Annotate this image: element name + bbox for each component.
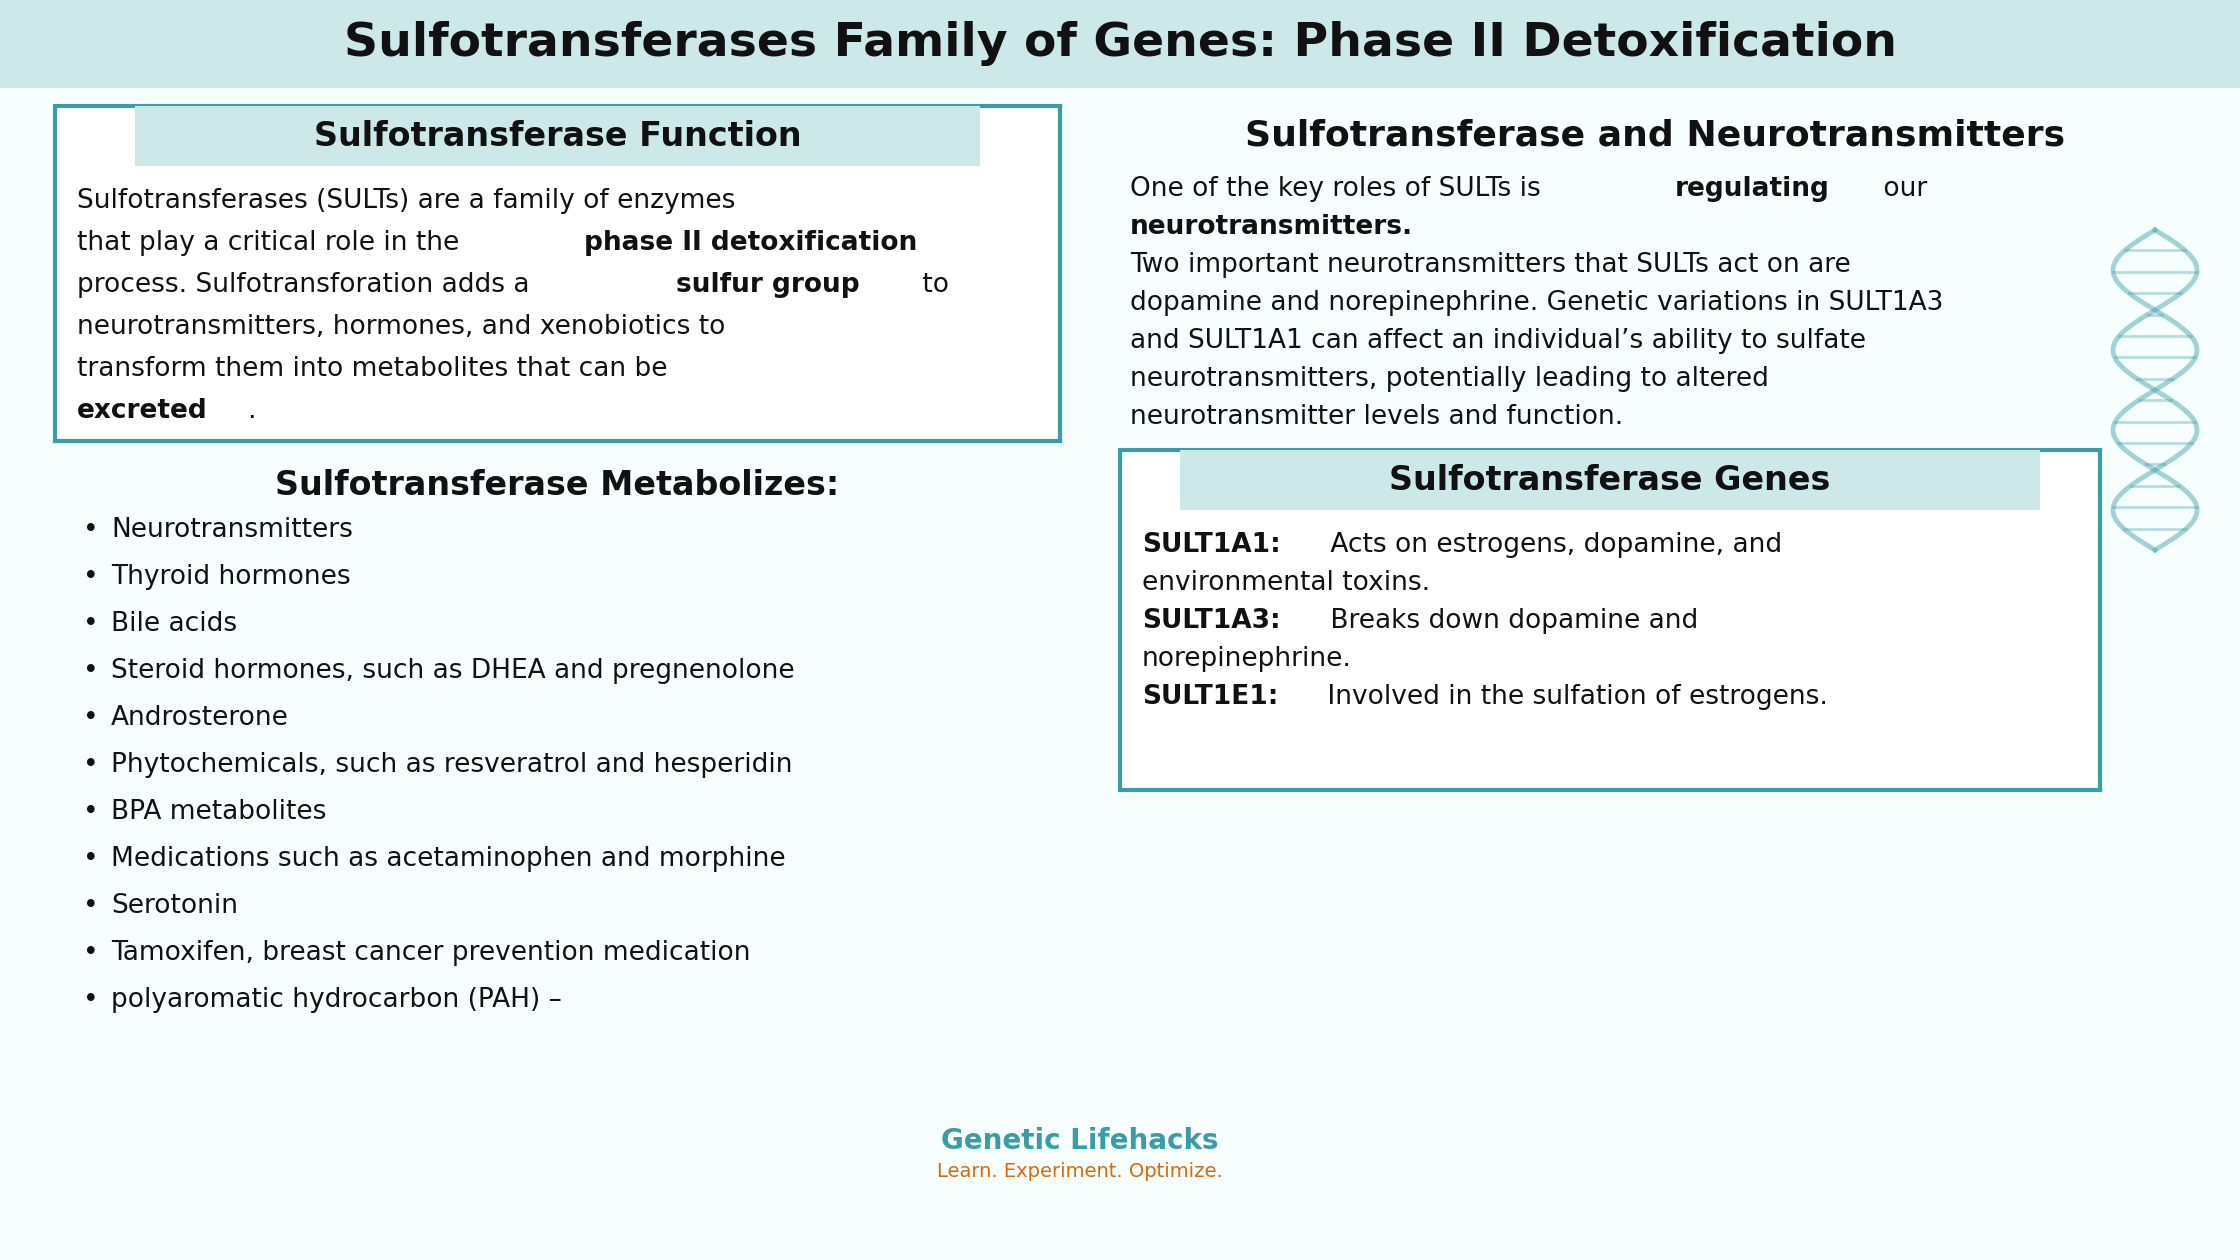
Text: regulating: regulating <box>1673 176 1830 202</box>
Text: our: our <box>1875 176 1929 202</box>
Text: .: . <box>246 398 255 425</box>
Text: Two important neurotransmitters that SULTs act on are: Two important neurotransmitters that SUL… <box>1129 252 1850 278</box>
Text: phase II detoxification: phase II detoxification <box>585 231 918 256</box>
Text: Sulfotransferase and Neurotransmitters: Sulfotransferase and Neurotransmitters <box>1245 118 2065 152</box>
Text: neurotransmitters.: neurotransmitters. <box>1129 214 1413 239</box>
Text: Bile acids: Bile acids <box>112 611 237 638</box>
Text: dopamine and norepinephrine. Genetic variations in SULT1A3: dopamine and norepinephrine. Genetic var… <box>1129 290 1944 316</box>
Text: Breaks down dopamine and: Breaks down dopamine and <box>1322 609 1698 634</box>
Text: •: • <box>83 893 99 919</box>
Text: Sulfotransferase Function: Sulfotransferase Function <box>314 120 802 152</box>
Text: neurotransmitters, hormones, and xenobiotics to: neurotransmitters, hormones, and xenobio… <box>76 314 726 340</box>
FancyBboxPatch shape <box>1120 450 2101 790</box>
Text: Tamoxifen, breast cancer prevention medication: Tamoxifen, breast cancer prevention medi… <box>112 940 750 966</box>
Text: Involved in the sulfation of estrogens.: Involved in the sulfation of estrogens. <box>1319 684 1828 709</box>
Text: sulfur group: sulfur group <box>676 272 860 299</box>
Text: Phytochemicals, such as resveratrol and hesperidin: Phytochemicals, such as resveratrol and … <box>112 752 793 777</box>
Text: •: • <box>83 564 99 590</box>
Text: polyaromatic hydrocarbon (PAH) –: polyaromatic hydrocarbon (PAH) – <box>112 987 562 1013</box>
Text: norepinephrine.: norepinephrine. <box>1142 646 1353 672</box>
Text: •: • <box>83 611 99 638</box>
Text: •: • <box>83 658 99 684</box>
Text: Serotonin: Serotonin <box>112 893 237 919</box>
Text: SULT1A1:: SULT1A1: <box>1142 532 1281 558</box>
Text: Androsterone: Androsterone <box>112 706 289 731</box>
Text: Sulfotransferase Genes: Sulfotransferase Genes <box>1389 464 1830 496</box>
Text: Steroid hormones, such as DHEA and pregnenolone: Steroid hormones, such as DHEA and pregn… <box>112 658 795 684</box>
FancyBboxPatch shape <box>134 106 981 166</box>
Text: neurotransmitter levels and function.: neurotransmitter levels and function. <box>1129 404 1624 430</box>
Text: •: • <box>83 752 99 777</box>
Text: Neurotransmitters: Neurotransmitters <box>112 517 354 543</box>
Text: BPA metabolites: BPA metabolites <box>112 799 327 825</box>
Text: to: to <box>914 272 950 299</box>
Text: and SULT1A1 can affect an individual’s ability to sulfate: and SULT1A1 can affect an individual’s a… <box>1129 328 1866 354</box>
FancyBboxPatch shape <box>0 0 2240 88</box>
Text: excreted: excreted <box>76 398 208 425</box>
Text: Sulfotransferase Metabolizes:: Sulfotransferase Metabolizes: <box>276 469 840 501</box>
Text: transform them into metabolites that can be: transform them into metabolites that can… <box>76 357 668 382</box>
Text: •: • <box>83 517 99 543</box>
Text: •: • <box>83 706 99 731</box>
Text: Sulfotransferases Family of Genes: Phase II Detoxification: Sulfotransferases Family of Genes: Phase… <box>343 21 1897 67</box>
Text: •: • <box>83 845 99 872</box>
Text: SULT1E1:: SULT1E1: <box>1142 684 1279 709</box>
Text: process. Sulfotransforation adds a: process. Sulfotransforation adds a <box>76 272 538 299</box>
Text: SULT1A3:: SULT1A3: <box>1142 609 1281 634</box>
Text: environmental toxins.: environmental toxins. <box>1142 570 1429 596</box>
Text: Medications such as acetaminophen and morphine: Medications such as acetaminophen and mo… <box>112 845 786 872</box>
Text: Sulfotransferases (SULTs) are a family of enzymes: Sulfotransferases (SULTs) are a family o… <box>76 188 735 214</box>
Text: that play a critical role in the: that play a critical role in the <box>76 231 468 256</box>
FancyBboxPatch shape <box>56 106 1060 441</box>
Text: •: • <box>83 799 99 825</box>
Text: Thyroid hormones: Thyroid hormones <box>112 564 352 590</box>
Text: •: • <box>83 987 99 1013</box>
Text: •: • <box>83 940 99 966</box>
FancyBboxPatch shape <box>1180 450 2041 510</box>
Text: Genetic Lifehacks: Genetic Lifehacks <box>941 1126 1219 1155</box>
Text: Learn. Experiment. Optimize.: Learn. Experiment. Optimize. <box>936 1162 1223 1181</box>
Text: neurotransmitters, potentially leading to altered: neurotransmitters, potentially leading t… <box>1129 365 1770 392</box>
Text: Acts on estrogens, dopamine, and: Acts on estrogens, dopamine, and <box>1322 532 1783 558</box>
Text: One of the key roles of SULTs is: One of the key roles of SULTs is <box>1129 176 1550 202</box>
